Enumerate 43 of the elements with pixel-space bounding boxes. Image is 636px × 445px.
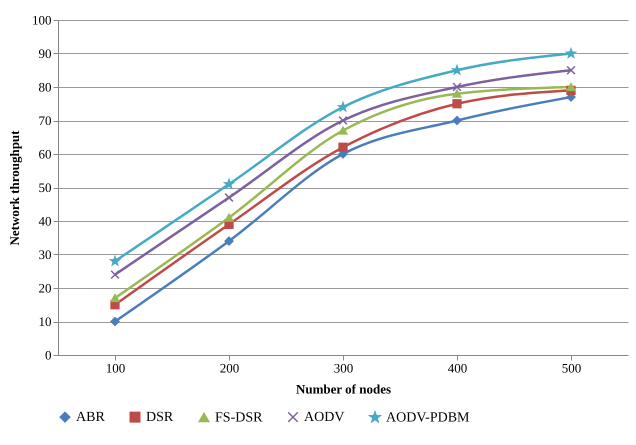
- point: [566, 82, 576, 92]
- legend-label: AODV-PDBM: [386, 410, 470, 426]
- x-tick-label: 300: [334, 360, 354, 376]
- y-tick-label: 30: [38, 247, 52, 262]
- y-tick-label: 60: [38, 146, 52, 162]
- x-axis-title: Number of nodes: [296, 382, 392, 396]
- point: [338, 102, 348, 112]
- point: [224, 179, 234, 188]
- point: [452, 82, 462, 92]
- point: [110, 256, 120, 266]
- point: [110, 270, 120, 280]
- y-tick-label: 100: [32, 12, 52, 28]
- point: [110, 294, 120, 302]
- y-tick-label: 40: [38, 214, 52, 228]
- y-tick-label: 20: [38, 280, 52, 296]
- legend-label: FS-DSR: [215, 410, 264, 426]
- point: [566, 66, 576, 75]
- point: [338, 116, 348, 126]
- x-tick-label: 400: [448, 360, 468, 376]
- y-axis-title: Network throughput: [7, 130, 22, 246]
- point: [452, 116, 462, 126]
- legend-label: ABR: [76, 410, 106, 426]
- y-tick-label: 10: [38, 314, 52, 329]
- x-tick-label: 200: [220, 360, 240, 376]
- point: [224, 192, 234, 202]
- point: [224, 236, 234, 246]
- point: [338, 142, 348, 152]
- x-tick-label: 500: [562, 360, 582, 376]
- point: [566, 48, 576, 58]
- y-tick-label: 90: [38, 46, 52, 61]
- x-tick-label: 100: [106, 360, 126, 376]
- point: [224, 214, 234, 222]
- y-tick-label: 80: [38, 80, 52, 94]
- point: [110, 316, 120, 326]
- legend-label: DSR: [146, 410, 174, 426]
- point: [452, 65, 462, 74]
- point: [452, 90, 462, 98]
- legend-label: AODV: [304, 410, 344, 426]
- y-tick-label: 0: [45, 348, 52, 362]
- y-tick-label: 70: [38, 113, 52, 128]
- point: [452, 99, 462, 108]
- point: [338, 126, 348, 135]
- y-tick-label: 50: [38, 180, 52, 195]
